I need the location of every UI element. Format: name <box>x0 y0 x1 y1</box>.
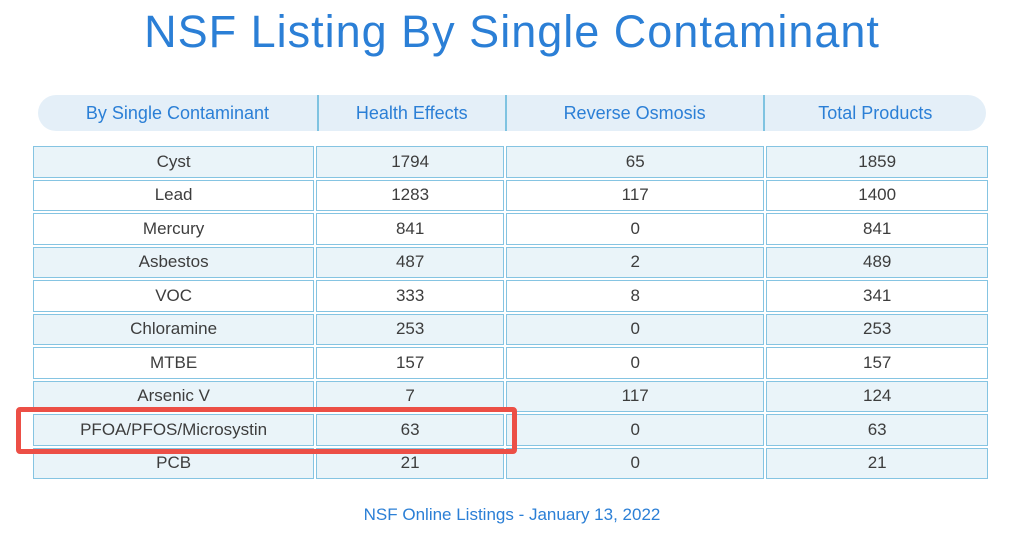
cell-total-products: 124 <box>766 380 988 412</box>
cell-total-products: 253 <box>766 313 988 345</box>
cell-reverse-osmosis: 117 <box>506 380 765 412</box>
cell-contaminant: Asbestos <box>33 246 315 278</box>
column-header-by-single-contaminant: By Single Contaminant <box>38 95 319 131</box>
cell-contaminant: MTBE <box>33 347 315 379</box>
cell-reverse-osmosis: 8 <box>506 280 765 312</box>
cell-contaminant: VOC <box>33 280 315 312</box>
cell-reverse-osmosis: 0 <box>506 447 765 479</box>
cell-health-effects: 7 <box>316 380 505 412</box>
cell-total-products: 1400 <box>766 179 988 211</box>
cell-reverse-osmosis: 0 <box>506 414 765 446</box>
cell-contaminant: Arsenic V <box>33 380 315 412</box>
cell-total-products: 1859 <box>766 146 988 178</box>
cell-contaminant: PCB <box>33 447 315 479</box>
cell-total-products: 157 <box>766 347 988 379</box>
cell-reverse-osmosis: 65 <box>506 146 765 178</box>
column-header-reverse-osmosis: Reverse Osmosis <box>507 95 765 131</box>
cell-reverse-osmosis: 0 <box>506 213 765 245</box>
footer-caption: NSF Online Listings - January 13, 2022 <box>363 505 661 524</box>
cell-total-products: 63 <box>766 414 988 446</box>
cell-health-effects: 487 <box>316 246 505 278</box>
cell-reverse-osmosis: 117 <box>506 179 765 211</box>
cell-health-effects: 157 <box>316 347 505 379</box>
cell-contaminant: Mercury <box>33 213 315 245</box>
cell-health-effects: 1283 <box>316 179 505 211</box>
cell-contaminant: Chloramine <box>33 313 315 345</box>
cell-reverse-osmosis: 2 <box>506 246 765 278</box>
cell-health-effects: 253 <box>316 313 505 345</box>
cell-reverse-osmosis: 0 <box>506 313 765 345</box>
column-header-health-effects: Health Effects <box>319 95 507 131</box>
cell-health-effects: 1794 <box>316 146 505 178</box>
cell-total-products: 21 <box>766 447 988 479</box>
cell-health-effects: 63 <box>316 414 505 446</box>
cell-contaminant: Cyst <box>33 146 315 178</box>
cell-contaminant: Lead <box>33 179 315 211</box>
cell-health-effects: 333 <box>316 280 505 312</box>
cell-contaminant: PFOA/PFOS/Microsystin <box>33 414 315 446</box>
column-header-total-products: Total Products <box>818 102 933 123</box>
cell-total-products: 489 <box>766 246 988 278</box>
cell-health-effects: 21 <box>316 447 505 479</box>
table-header-row: By Single Contaminant Health Effects Rev… <box>38 95 986 131</box>
cell-reverse-osmosis: 0 <box>506 347 765 379</box>
cell-total-products: 341 <box>766 280 988 312</box>
page-title: NSF Listing By Single Contaminant <box>144 6 880 57</box>
cell-health-effects: 841 <box>316 213 505 245</box>
data-table: Cyst 1794 65 1859 Lead 1283 117 1400 Mercury 841 0… <box>33 146 988 479</box>
cell-total-products: 841 <box>766 213 988 245</box>
